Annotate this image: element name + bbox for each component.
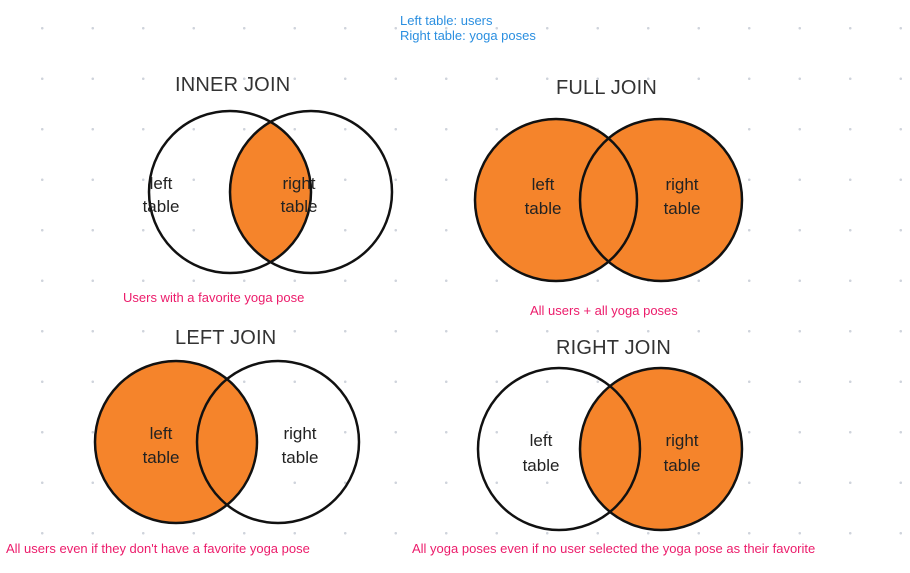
full-join-caption: All users + all yoga poses [530,303,678,318]
full-join-right-circle-fill [580,119,742,281]
full-left-label-2: table [525,199,562,218]
full-right-label-1: right [665,175,698,194]
inner-join-intersection [230,111,311,273]
full-join-left-circle [473,117,639,283]
right-join-right-circle [578,366,744,532]
inner-left-label-1: left [150,174,173,193]
right-join-venn: left table right table [476,366,744,532]
inner-right-label-1: right [282,174,315,193]
full-join-right-circle [578,117,744,283]
inner-join-left-circle [147,109,313,275]
left-left-label-2: table [143,448,180,467]
left-join-caption: All users even if they don't have a favo… [6,541,310,556]
inner-join-venn: left table right table [143,109,394,275]
right-join-right-circle-fill [580,368,742,530]
inner-right-label-2: table [281,197,318,216]
left-right-label-1: right [283,424,316,443]
left-join-right-circle [195,359,361,525]
left-join-venn: left table right table [93,359,361,525]
table-legend: Left table: users Right table: yoga pose… [400,13,536,43]
left-left-label-1: left [150,424,173,443]
full-left-label-1: left [532,175,555,194]
left-join-title: LEFT JOIN [175,327,277,349]
legend-left-table: Left table: users [400,13,493,28]
inner-join-right-circle [228,109,394,275]
left-right-label-2: table [282,448,319,467]
full-join-venn: left table right table [473,117,744,283]
right-left-label-1: left [530,431,553,450]
legend-right-table: Right table: yoga poses [400,28,536,43]
full-right-label-2: table [664,199,701,218]
left-join-left-circle [93,359,259,525]
inner-left-label-2: table [143,197,180,216]
right-join-caption: All yoga poses even if no user selected … [412,541,816,556]
right-join-left-circle [476,366,642,532]
inner-join-caption: Users with a favorite yoga pose [123,290,305,305]
right-left-label-2: table [523,456,560,475]
full-join-title: FULL JOIN [556,77,658,99]
inner-join-title: INNER JOIN [175,74,291,96]
right-right-label-1: right [665,431,698,450]
left-join-left-circle-fill [95,361,257,523]
right-join-title: RIGHT JOIN [556,337,671,359]
right-right-label-2: table [664,456,701,475]
